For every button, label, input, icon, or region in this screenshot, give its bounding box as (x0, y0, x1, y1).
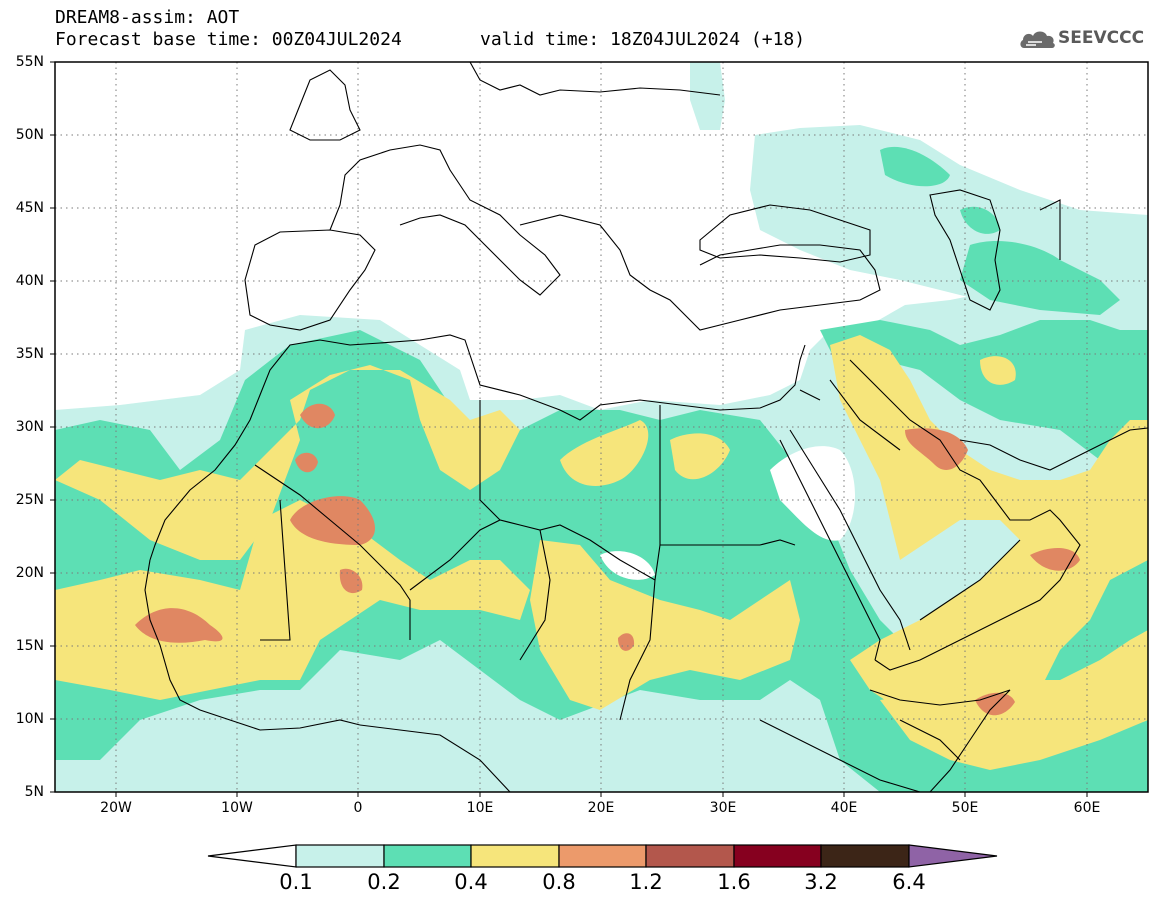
colorbar-swatch-3 (470, 844, 560, 868)
colorbar-label-0.4: 0.4 (454, 870, 488, 894)
valid-time: valid time: 18Z04JUL2024 (+18) (480, 29, 806, 50)
colorbar-swatch-2 (383, 844, 472, 868)
map-grid (55, 62, 1148, 792)
lon-label-30e: 30E (709, 800, 737, 816)
lon-label-0: 0 (353, 800, 363, 816)
colorbar-swatch-4 (558, 844, 647, 868)
colorbar-label-0.8: 0.8 (542, 870, 576, 894)
lon-label-10w: 10W (221, 800, 253, 816)
lat-label-35n: 35N (15, 346, 44, 362)
colorbar-swatch-1 (295, 844, 385, 868)
logo-text: SEEVCCC (1058, 28, 1145, 48)
lon-label-50e: 50E (951, 800, 979, 816)
lat-label-50n: 50N (15, 127, 44, 143)
map-title: DREAM8-assim: AOT (55, 7, 240, 28)
lon-label-60e: 60E (1073, 800, 1101, 816)
colorbar-swatch-5 (645, 844, 735, 868)
lat-label-20n: 20N (15, 565, 44, 581)
lat-label-15n: 15N (15, 638, 44, 654)
cloud-icon (1020, 31, 1055, 48)
colorbar (207, 844, 998, 868)
lat-label-10n: 10N (15, 711, 44, 727)
colorbar-swatch-6 (733, 844, 822, 868)
colorbar-label-0.2: 0.2 (367, 870, 401, 894)
lat-label-40n: 40N (15, 273, 44, 289)
lon-label-40e: 40E (830, 800, 858, 816)
colorbar-label-0.1: 0.1 (279, 870, 313, 894)
colorbar-over-arrow (908, 844, 998, 868)
coastlines (144, 62, 1148, 792)
colorbar-under-arrow (207, 844, 297, 868)
lat-label-25n: 25N (15, 492, 44, 508)
aot-band-0.8 (135, 403, 1080, 716)
lat-label-30n: 30N (15, 419, 44, 435)
lat-label-45n: 45N (15, 200, 44, 216)
colorbar-label-6.4: 6.4 (892, 870, 926, 894)
axis-ticks (50, 61, 1088, 797)
lon-label-20e: 20E (587, 800, 615, 816)
lat-label-55n: 55N (15, 54, 44, 70)
lon-label-10e: 10E (466, 800, 494, 816)
lat-label-5n: 5N (24, 784, 44, 800)
base-time: Forecast base time: 00Z04JUL2024 (55, 29, 402, 50)
colorbar-label-1.2: 1.2 (629, 870, 663, 894)
lon-label-20w: 20W (100, 800, 132, 816)
colorbar-label-1.6: 1.6 (717, 870, 751, 894)
colorbar-label-3.2: 3.2 (804, 870, 838, 894)
colorbar-swatch-7 (820, 844, 910, 868)
